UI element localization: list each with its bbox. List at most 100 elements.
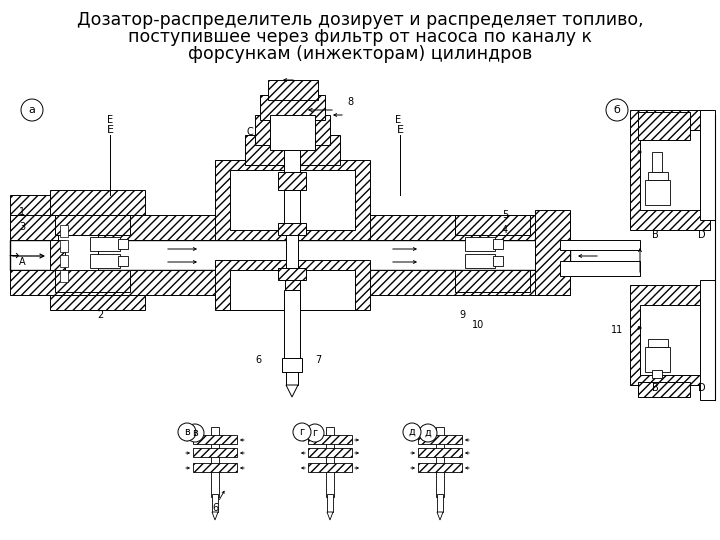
Bar [60,240,68,252]
Text: 9: 9 [459,310,465,320]
Text: 10: 10 [472,320,484,330]
Text: 6: 6 [255,355,261,365]
Text: E: E [107,115,113,125]
Bar [700,280,715,400]
Bar [645,180,670,205]
Bar [648,172,668,180]
Bar [193,448,237,457]
Bar [50,240,65,270]
Circle shape [21,99,43,121]
Text: 1: 1 [19,207,25,217]
Bar [284,150,300,230]
Bar [652,152,662,172]
Bar [645,347,670,372]
Bar [193,435,237,444]
Bar [55,270,130,292]
Polygon shape [286,385,298,397]
Bar [193,463,237,472]
Text: 7: 7 [315,355,321,365]
Bar [630,285,710,385]
Text: B: B [652,230,658,240]
Text: D: D [698,383,706,393]
Text: форсункам (инжекторам) цилиндров: форсункам (инжекторам) цилиндров [188,45,532,63]
Bar [300,270,355,310]
Bar [278,268,306,280]
Bar [535,210,570,295]
Bar [60,225,68,237]
Bar [230,270,285,310]
Bar [60,255,68,267]
Text: E: E [397,125,403,135]
Bar [10,240,570,270]
Bar [245,135,340,165]
Bar [652,370,662,378]
Bar [268,80,318,100]
Bar [418,448,462,457]
Text: 8: 8 [347,97,353,107]
Text: в: в [192,428,198,438]
Circle shape [419,424,437,442]
Text: б: б [613,105,621,115]
Bar [270,115,315,150]
Bar [465,254,495,268]
Bar [55,215,130,235]
Bar [493,256,503,266]
Text: B: B [652,383,658,393]
Text: 2: 2 [97,310,103,320]
Bar [230,170,285,230]
Text: →: → [8,249,19,262]
Bar [215,260,370,310]
Bar [455,215,530,235]
Bar [308,435,352,444]
Bar [638,382,690,397]
Text: 3: 3 [19,222,25,232]
Bar [90,237,120,251]
Bar [418,463,462,472]
Bar [638,112,690,140]
Text: 6: 6 [212,503,218,513]
Bar [640,305,700,375]
Bar [465,237,495,251]
Bar [215,160,370,240]
Bar [326,427,334,497]
Bar [60,270,68,282]
Text: в: в [184,427,190,437]
Bar [10,195,50,285]
Bar [50,190,145,310]
Text: 5: 5 [502,210,508,220]
Circle shape [293,423,311,441]
Bar [118,256,128,266]
Text: A: A [19,257,25,267]
Text: Дозатор-распределитель дозирует и распределяет топливо,: Дозатор-распределитель дозирует и распре… [77,11,643,29]
Bar [560,261,640,276]
Text: C: C [247,127,253,137]
Bar [418,435,462,444]
Bar [10,270,570,295]
Bar [327,494,333,512]
Bar [211,427,219,497]
Bar [630,110,710,230]
Polygon shape [212,512,218,520]
Circle shape [178,423,196,441]
Bar [282,358,302,372]
Text: E: E [395,115,401,125]
Bar [118,239,128,249]
Bar [255,115,330,145]
Circle shape [186,424,204,442]
Text: E: E [107,125,114,135]
Bar [437,494,443,512]
Bar [278,172,306,190]
Bar [90,254,120,268]
Bar [212,494,218,512]
Circle shape [403,423,421,441]
Text: д: д [425,428,431,438]
Polygon shape [437,512,443,520]
Text: д: д [409,427,415,437]
Text: 11: 11 [611,325,623,335]
Bar [58,215,98,285]
Polygon shape [327,512,333,520]
Bar [493,239,503,249]
Text: а: а [29,105,35,115]
Bar [284,290,300,365]
Bar [260,95,325,120]
